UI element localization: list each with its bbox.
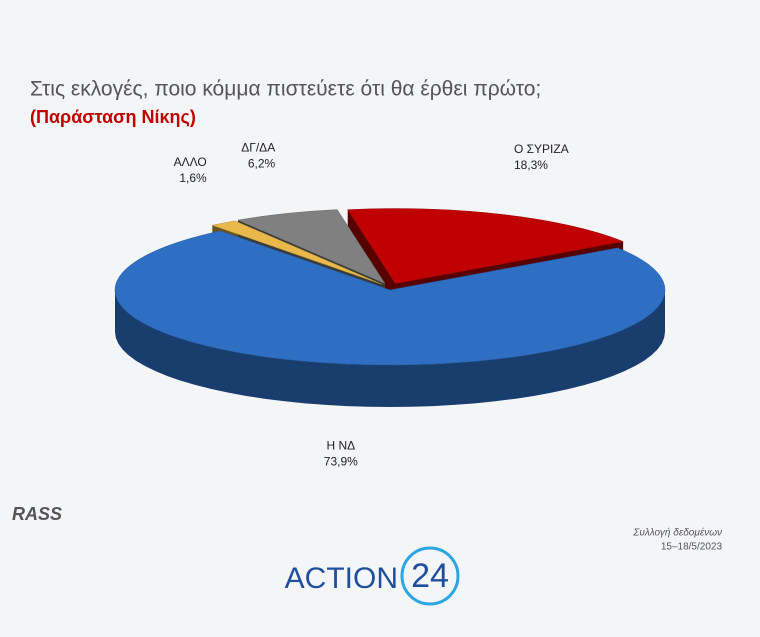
brand-logo: ACTION (285, 562, 398, 595)
slice-tops (114, 208, 666, 366)
slice (237, 209, 386, 285)
source-logo: RASS (12, 504, 62, 524)
slice (211, 220, 383, 285)
brand-ring (400, 546, 460, 606)
brand-number: 24 (411, 557, 449, 595)
slice-side (115, 290, 665, 407)
footer-note: Συλλογή δεδομένων (632, 527, 722, 539)
value-label: 18,3% (514, 158, 548, 172)
chart-subtitle: (Παράσταση Νίκης) (30, 107, 196, 127)
value-label: 73,9% (324, 455, 358, 469)
slice-label: Ο ΣΥΡΙΖΑ (514, 142, 569, 156)
chart-title: Στις εκλογές, ποιο κόμμα πιστεύετε ότι θ… (30, 78, 541, 101)
slice (347, 208, 625, 284)
slice-label: ΑΛΛΟ (174, 155, 207, 169)
slice (114, 230, 666, 366)
slice-label: ΔΓ/ΔΑ (241, 141, 275, 155)
slice-label: Η ΝΔ (326, 439, 355, 453)
footer-dates: 15–18/5/2023 (661, 542, 723, 553)
value-label: 1,6% (179, 171, 207, 185)
value-label: 6,2% (248, 157, 276, 171)
